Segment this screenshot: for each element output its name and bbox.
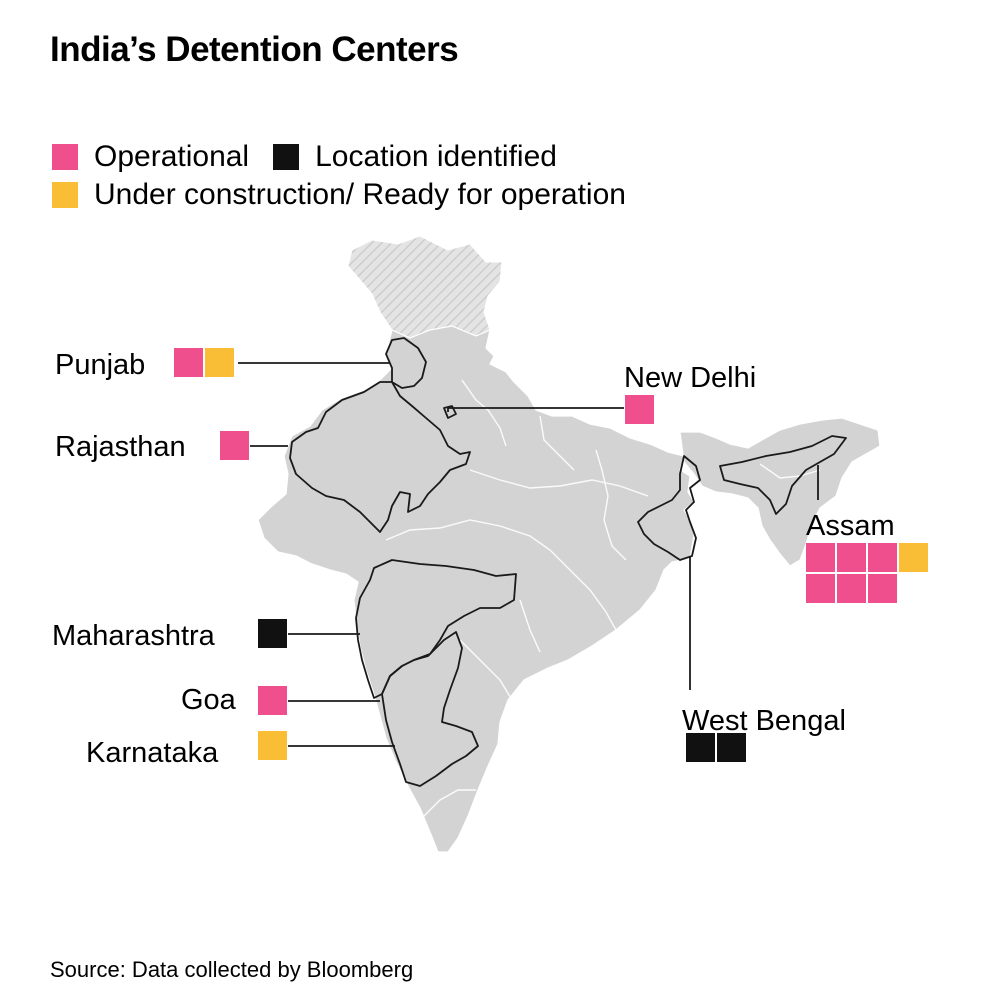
karnataka-outline — [381, 631, 479, 787]
assam-center-marker-1 — [806, 543, 835, 572]
label-goa: Goa — [181, 684, 237, 716]
callout-lines — [238, 362, 819, 747]
assam-center-marker-7 — [868, 574, 897, 603]
west-bengal-center-marker-1 — [686, 733, 715, 762]
legend-row-2: Under construction/ Ready for operation — [52, 176, 626, 214]
legend-label-location-identified: Location identified — [315, 140, 557, 173]
new-delhi-center-marker-1 — [625, 395, 654, 424]
label-west-bengal: West Bengal — [682, 705, 846, 737]
assam-center-marker-5 — [806, 574, 835, 603]
punjab-outline — [385, 337, 427, 389]
assam-center-marker-4 — [899, 543, 928, 572]
legend-label-under-construction: Under construction/ Ready for operation — [94, 178, 626, 211]
center-markers — [174, 348, 928, 762]
legend-swatch-under-construction — [52, 182, 78, 208]
assam-center-marker-3 — [868, 543, 897, 572]
label-rajasthan: Rajasthan — [55, 431, 186, 463]
legend-swatch-operational — [52, 144, 78, 170]
assam-center-marker-2 — [837, 543, 866, 572]
india-mainland — [257, 325, 695, 853]
legend-swatch-location-identified — [273, 144, 300, 170]
rajasthan-center-marker-1 — [220, 431, 249, 460]
source-note: Source: Data collected by Bloomberg — [50, 957, 414, 982]
northeast-region — [679, 417, 881, 567]
assam-center-marker-6 — [837, 574, 866, 603]
legend: Operational Location identified Under co… — [52, 138, 626, 214]
delhi-outline — [443, 405, 457, 419]
goa-center-marker-1 — [258, 686, 287, 715]
disputed-region — [347, 235, 503, 339]
label-maharashtra: Maharashtra — [52, 620, 216, 652]
legend-label-operational: Operational — [94, 140, 250, 173]
new-delhi-connector — [447, 407, 624, 412]
assam-outline — [719, 435, 847, 515]
state-borders — [385, 379, 821, 821]
west-bengal-center-marker-2 — [717, 733, 746, 762]
label-new-delhi: New Delhi — [624, 362, 756, 394]
punjab-center-marker-1 — [174, 348, 203, 377]
label-punjab: Punjab — [55, 349, 145, 381]
label-assam: Assam — [806, 510, 895, 542]
legend-row-1: Operational Location identified — [52, 138, 626, 176]
maharashtra-outline — [355, 559, 517, 699]
highlighted-states — [289, 337, 847, 787]
rajasthan-outline — [289, 381, 471, 533]
map-title: India’s Detention Centers — [50, 30, 459, 69]
punjab-center-marker-2 — [205, 348, 234, 377]
label-karnataka: Karnataka — [86, 737, 219, 769]
maharashtra-center-marker-1 — [258, 619, 287, 648]
west-bengal-outline — [637, 455, 701, 561]
karnataka-center-marker-1 — [258, 731, 287, 760]
